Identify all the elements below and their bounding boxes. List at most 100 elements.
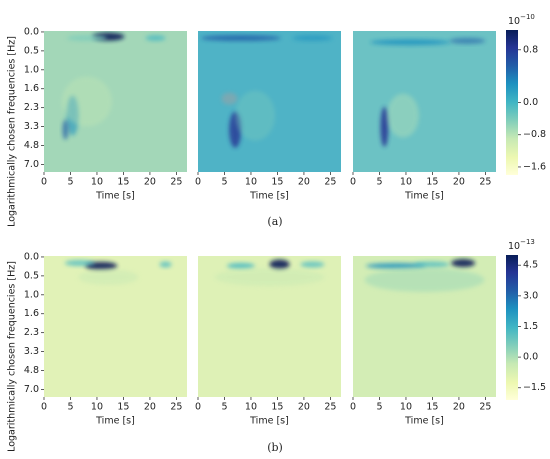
heatmap-feature bbox=[269, 259, 290, 270]
heatmap-feature bbox=[214, 268, 325, 287]
heatmap-feature bbox=[64, 260, 95, 267]
y-tick-label: 0.0 bbox=[24, 251, 39, 262]
x-axis-label: Time [s] bbox=[404, 191, 444, 202]
offset-exponent: −10 bbox=[520, 13, 535, 21]
x-tick-label: 0 bbox=[195, 402, 201, 413]
x-tick-label: 20 bbox=[298, 402, 310, 413]
x-tick-label: 5 bbox=[221, 402, 227, 413]
heatmap-feature bbox=[449, 37, 486, 44]
y-tick-label: 1.0 bbox=[24, 64, 39, 75]
x-tick-label: 25 bbox=[170, 177, 182, 188]
y-tick-label: 7.0 bbox=[24, 384, 39, 395]
x-tick-label: 20 bbox=[144, 402, 156, 413]
x-axis-label: Time [s] bbox=[95, 191, 135, 202]
x-tick-label: 5 bbox=[221, 177, 227, 188]
colorbar-tick-label: 0.8 bbox=[523, 44, 538, 55]
x-tick-label: 15 bbox=[426, 177, 438, 188]
heatmap-feature bbox=[364, 267, 485, 292]
x-tick-label: 5 bbox=[67, 177, 73, 188]
y-tick-label: 2.3 bbox=[24, 327, 39, 338]
heatmap-feature bbox=[159, 261, 172, 268]
colorbar-tick-label: −0.8 bbox=[523, 129, 546, 140]
offset-exponent: −13 bbox=[520, 238, 535, 246]
caption: (a) bbox=[267, 215, 282, 228]
colorbar bbox=[506, 255, 518, 400]
x-axis-label: Time [s] bbox=[404, 416, 444, 427]
y-tick-label: 0.5 bbox=[24, 270, 39, 281]
offset-base: 10 bbox=[508, 241, 520, 252]
x-axis-label: Time [s] bbox=[249, 191, 289, 202]
x-tick-label: 20 bbox=[453, 402, 465, 413]
heatmap-feature bbox=[145, 35, 166, 42]
colorbar-tick-label: 0.0 bbox=[523, 352, 538, 363]
x-tick-label: 20 bbox=[144, 177, 156, 188]
x-tick-label: 10 bbox=[91, 402, 103, 413]
x-tick-label: 10 bbox=[400, 402, 412, 413]
y-axis-label: Logarithmically chosen frequencies [Hz] bbox=[7, 36, 18, 227]
x-tick-label: 15 bbox=[117, 177, 129, 188]
colorbar-offset: 10−13 bbox=[508, 238, 535, 252]
colorbar-offset: 10−10 bbox=[508, 13, 535, 27]
heatmap-feature bbox=[387, 93, 420, 138]
x-tick-label: 25 bbox=[324, 402, 336, 413]
y-tick-label: 1.6 bbox=[24, 308, 39, 319]
offset-base: 10 bbox=[508, 16, 520, 27]
heatmap-feature bbox=[413, 261, 450, 268]
heatmap bbox=[44, 31, 187, 172]
heatmap-feature bbox=[200, 35, 281, 42]
x-tick-label: 15 bbox=[117, 402, 129, 413]
x-tick-label: 20 bbox=[453, 177, 465, 188]
x-tick-label: 25 bbox=[324, 177, 336, 188]
heatmap-feature bbox=[365, 262, 426, 269]
x-tick-label: 0 bbox=[350, 402, 356, 413]
colorbar-tick-label: 1.5 bbox=[523, 321, 538, 332]
x-tick-label: 10 bbox=[245, 177, 257, 188]
caption: (b) bbox=[267, 441, 283, 454]
colorbar-tick-label: 3.0 bbox=[523, 290, 538, 301]
colorbar-tick-label: −1.5 bbox=[523, 382, 546, 393]
x-tick-label: 5 bbox=[376, 402, 382, 413]
x-axis-label: Time [s] bbox=[249, 416, 289, 427]
heatmap bbox=[198, 31, 341, 172]
x-tick-label: 15 bbox=[271, 402, 283, 413]
x-tick-label: 0 bbox=[41, 402, 47, 413]
heatmap-feature bbox=[61, 76, 112, 127]
heatmap-feature bbox=[226, 262, 255, 269]
heatmap-feature bbox=[380, 106, 389, 147]
heatmap-feature bbox=[66, 35, 107, 42]
y-tick-label: 2.3 bbox=[24, 102, 39, 113]
colorbar-tick-label: 4.5 bbox=[523, 260, 538, 271]
colorbar bbox=[506, 30, 518, 175]
x-tick-label: 0 bbox=[350, 177, 356, 188]
y-tick-label: 1.0 bbox=[24, 289, 39, 300]
x-tick-label: 25 bbox=[479, 402, 491, 413]
heatmap-feature bbox=[451, 259, 476, 268]
x-tick-label: 20 bbox=[298, 177, 310, 188]
y-tick-label: 0.0 bbox=[24, 26, 39, 37]
y-tick-label: 4.8 bbox=[24, 140, 39, 151]
x-tick-label: 5 bbox=[67, 402, 73, 413]
x-tick-label: 10 bbox=[400, 177, 412, 188]
x-tick-label: 10 bbox=[245, 402, 257, 413]
y-tick-label: 3.3 bbox=[24, 346, 39, 357]
heatmap-feature bbox=[235, 90, 276, 141]
x-tick-label: 25 bbox=[170, 402, 182, 413]
x-tick-label: 0 bbox=[41, 177, 47, 188]
heatmap bbox=[353, 256, 496, 397]
y-tick-label: 4.8 bbox=[24, 365, 39, 376]
y-axis-label: Logarithmically chosen frequencies [Hz] bbox=[7, 261, 18, 452]
x-axis-label: Time [s] bbox=[95, 416, 135, 427]
colorbar-tick-label: 0.0 bbox=[523, 97, 538, 108]
heatmap-feature bbox=[292, 35, 333, 42]
y-tick-label: 7.0 bbox=[24, 159, 39, 170]
heatmap bbox=[353, 31, 496, 172]
x-tick-label: 15 bbox=[426, 402, 438, 413]
y-tick-label: 0.5 bbox=[24, 45, 39, 56]
heatmap-feature bbox=[370, 39, 451, 46]
heatmap bbox=[44, 256, 187, 397]
heatmap-feature bbox=[62, 119, 69, 140]
heatmap-feature bbox=[221, 92, 238, 105]
colorbar-tick-label: −1.6 bbox=[523, 161, 546, 172]
x-tick-label: 5 bbox=[376, 177, 382, 188]
